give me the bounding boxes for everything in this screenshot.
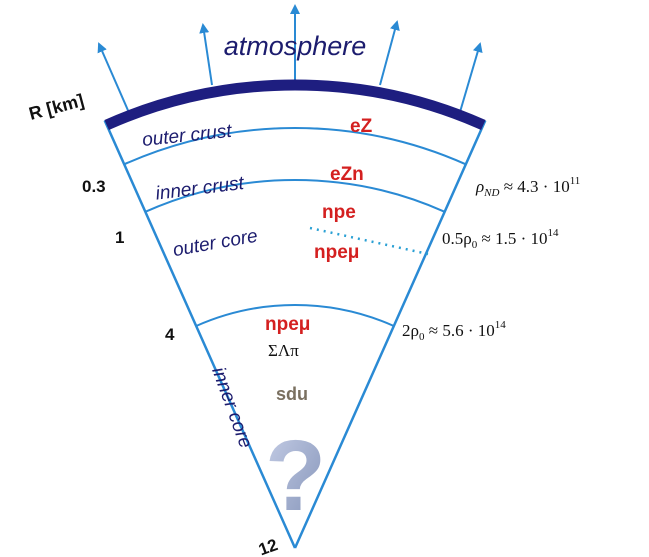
composition: eZ [350,116,373,137]
composition: npeμ [314,242,359,263]
density-value: ≈ 4.3 · 10 [499,177,569,196]
density-sub: ND [483,187,499,199]
composition: npeμ [265,314,310,335]
radius: 12 [256,535,280,557]
density-label: 2ρ0 ≈ 5.6 · 1014 [402,319,506,343]
composition: ΣΛπ [268,341,299,360]
density-symbol: 0.5ρ [442,229,472,248]
unknown-mark: ? [265,420,326,532]
density-label: 0.5ρ0 ≈ 1.5 · 1014 [442,227,559,251]
axis-label: R [km] [27,90,86,124]
density-value: ≈ 5.6 · 10 [424,321,494,340]
density-exp: 14 [495,319,507,331]
density-symbol: 2ρ [402,321,419,340]
title: atmosphere [224,31,367,61]
layer-name: outer crust [141,121,233,151]
density-symbol: ρ [475,177,484,196]
density-exp: 11 [570,175,581,187]
composition: npe [322,202,356,223]
radius: 4 [165,325,175,344]
radius: 1 [115,228,124,247]
radius: 0.3 [82,177,106,196]
density-exp: 14 [547,227,559,239]
layer-name: outer core [171,226,259,262]
layer-name: inner core [207,364,256,451]
atmosphere-band [107,85,484,125]
layer-name: inner crust [154,173,245,205]
composition: eZn [330,164,364,185]
diagram: atmosphere R [km] 0.3 1 4 12 outer crust… [0,0,649,557]
density-label: ρND ≈ 4.3 · 1011 [475,175,580,199]
density-value: ≈ 1.5 · 10 [477,229,547,248]
composition: sdu [276,384,308,404]
